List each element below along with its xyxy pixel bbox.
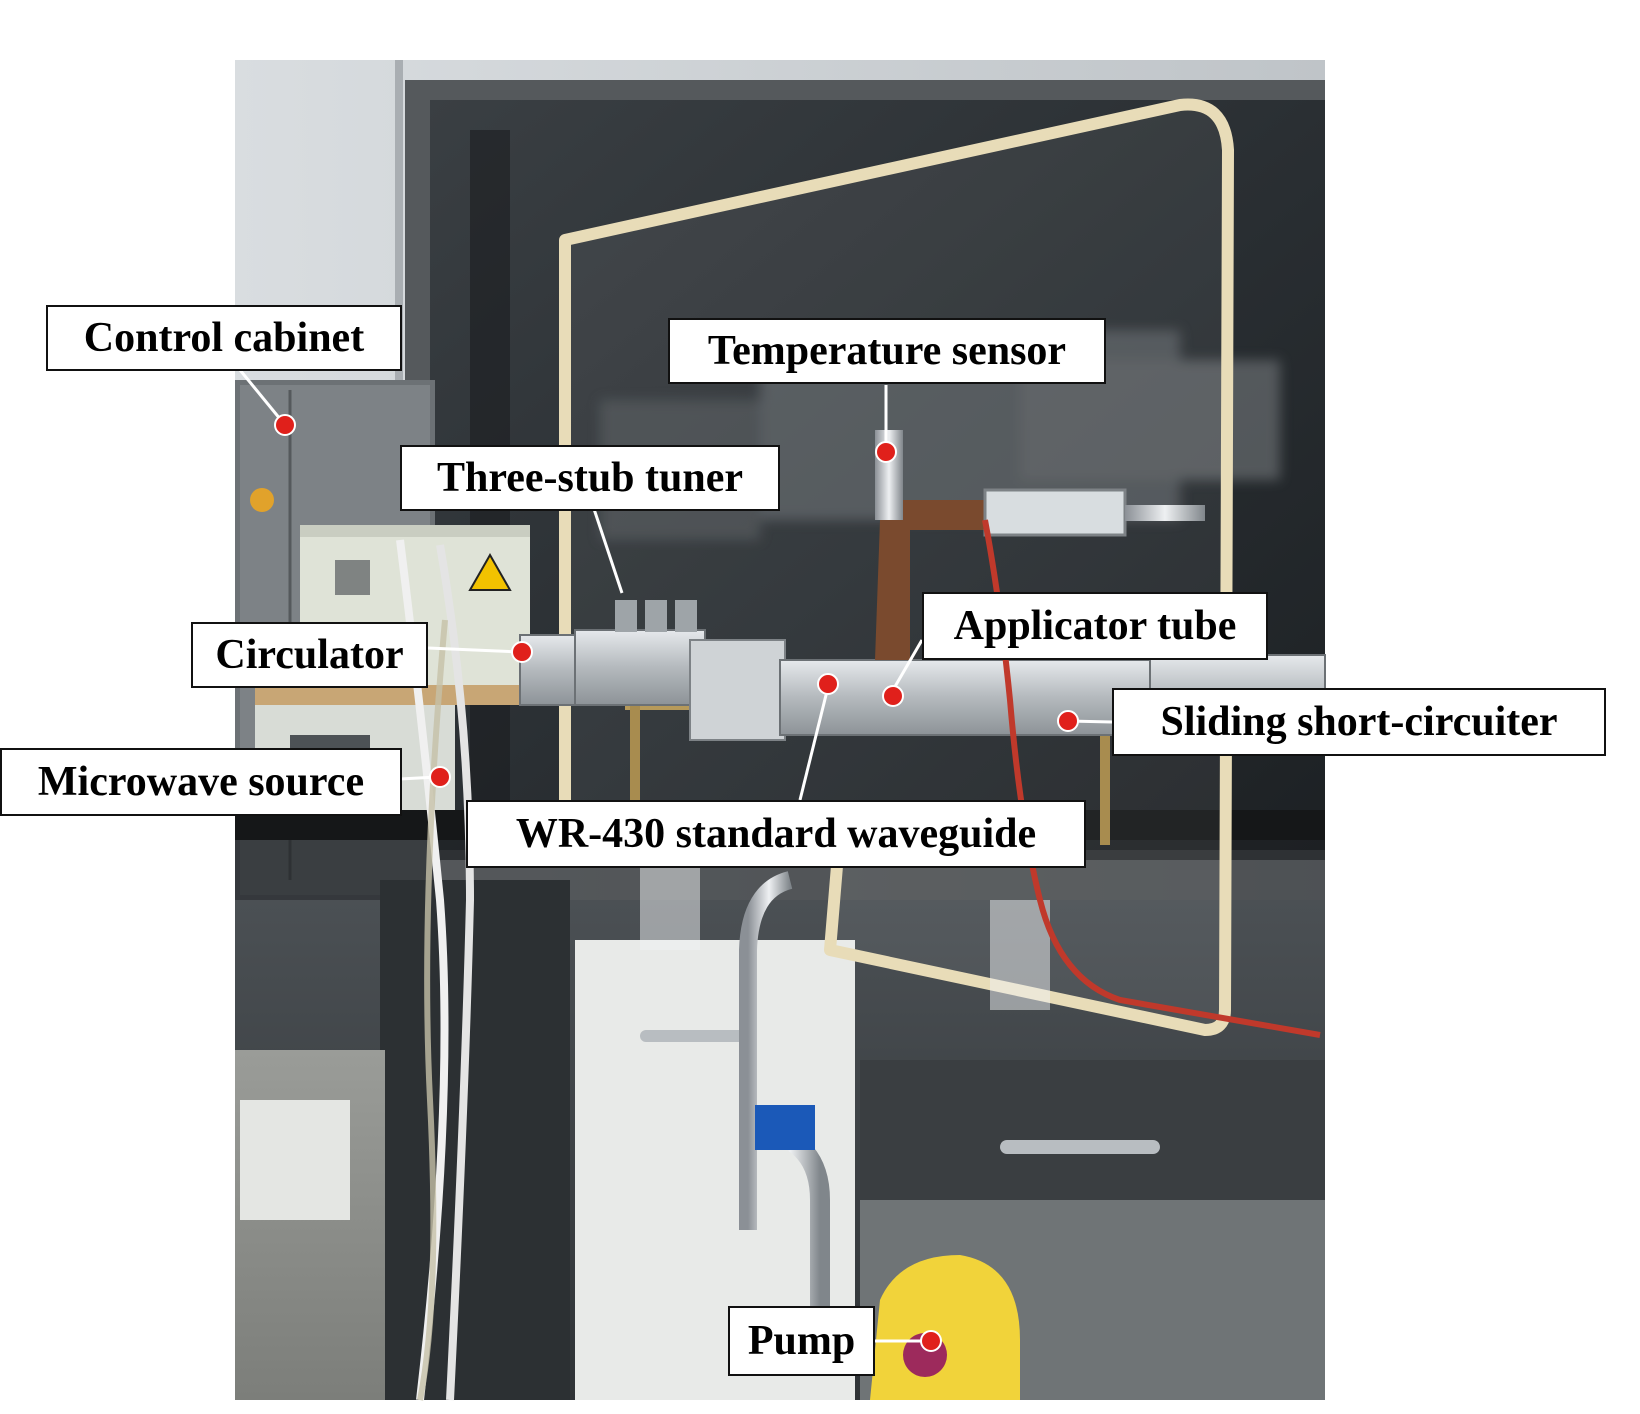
label-three-stub-tuner: Three-stub tuner xyxy=(400,445,780,511)
label-circulator: Circulator xyxy=(191,622,428,688)
marker-control-cabinet xyxy=(274,414,296,436)
label-microwave-source: Microwave source xyxy=(0,748,402,816)
label-sliding-short-circuiter: Sliding short-circuiter xyxy=(1112,688,1606,756)
label-applicator-tube: Applicator tube xyxy=(922,592,1268,660)
markers xyxy=(274,414,1079,1352)
label-waveguide: WR-430 standard waveguide xyxy=(466,800,1086,868)
marker-microwave-source xyxy=(429,766,451,788)
marker-pump xyxy=(920,1330,942,1352)
marker-circulator xyxy=(511,641,533,663)
marker-temperature-sensor xyxy=(875,441,897,463)
label-pump: Pump xyxy=(728,1306,875,1376)
marker-waveguide xyxy=(817,673,839,695)
label-temperature-sensor: Temperature sensor xyxy=(668,318,1106,384)
marker-sliding-short-circuiter xyxy=(1057,710,1079,732)
label-control-cabinet: Control cabinet xyxy=(46,305,402,371)
marker-applicator-tube xyxy=(882,685,904,707)
